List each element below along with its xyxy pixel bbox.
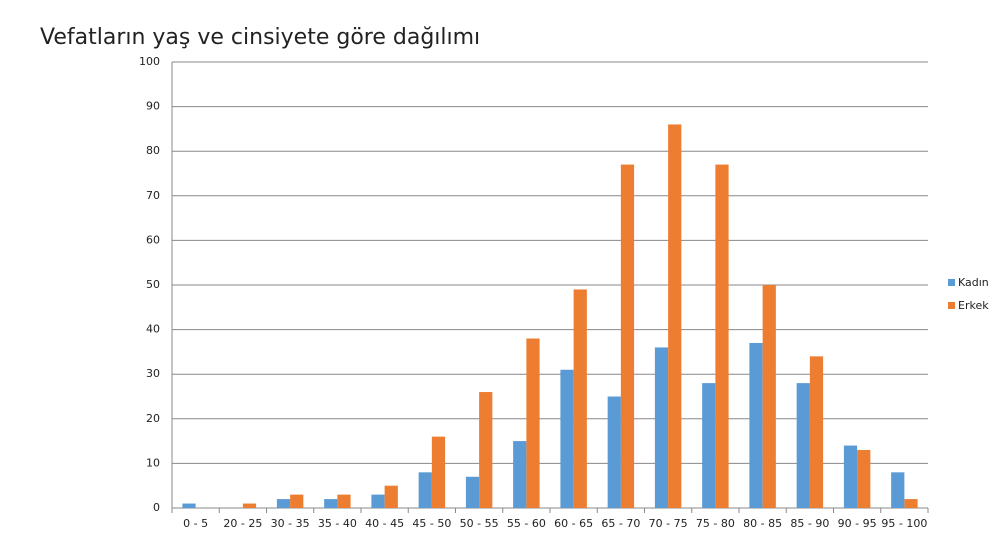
bar: [843, 445, 858, 508]
x-tick-label: 90 - 95: [838, 517, 877, 530]
x-tick-label: 55 - 60: [507, 517, 546, 530]
x-tick-label: 45 - 50: [412, 517, 451, 530]
bar: [337, 494, 351, 508]
x-tick-label: 65 - 70: [601, 517, 640, 530]
bar: [654, 347, 669, 508]
bar: [418, 472, 432, 508]
bar: [465, 476, 480, 508]
x-tick-label: 75 - 80: [696, 517, 735, 530]
y-tick-label: 30: [146, 367, 160, 380]
bar: [762, 285, 776, 508]
x-tick-label: 70 - 75: [649, 517, 688, 530]
y-tick-label: 100: [139, 55, 160, 68]
legend-swatch: [948, 279, 955, 286]
bar: [479, 392, 493, 508]
y-tick-label: 80: [146, 144, 160, 157]
x-tick-label: 85 - 90: [790, 517, 829, 530]
legend-swatch: [948, 302, 955, 309]
bar: [276, 499, 291, 508]
x-tick-label: 50 - 55: [460, 517, 499, 530]
y-tick-label: 40: [146, 323, 160, 336]
bar: [526, 338, 540, 508]
y-tick-label: 0: [153, 501, 160, 514]
legend-label: Kadın: [958, 276, 989, 289]
chart-title: Vefatların yaş ve cinsiyete göre dağılım…: [40, 25, 480, 50]
x-tick-label: 0 - 5: [183, 517, 208, 530]
y-tick-label: 60: [146, 233, 160, 246]
x-tick-label: 35 - 40: [318, 517, 357, 530]
bar: [290, 494, 304, 508]
y-tick-label: 10: [146, 456, 160, 469]
bar: [668, 124, 682, 508]
bar: [513, 441, 527, 508]
x-tick-label: 95 - 100: [881, 517, 927, 530]
bar: [324, 499, 338, 508]
x-tick-label: 30 - 35: [271, 517, 310, 530]
bar: [749, 342, 763, 508]
x-tick-label: 40 - 45: [365, 517, 404, 530]
bar: [242, 503, 257, 508]
x-tick-label: 20 - 25: [223, 517, 262, 530]
bar: [702, 383, 716, 508]
bar: [607, 396, 621, 508]
bar: [891, 472, 905, 508]
x-tick-label: 60 - 65: [554, 517, 593, 530]
bar: [431, 436, 446, 508]
y-tick-label: 20: [146, 412, 160, 425]
y-tick-label: 90: [146, 100, 160, 113]
bar: [560, 369, 574, 508]
y-tick-label: 70: [146, 189, 160, 202]
bar: [809, 356, 824, 508]
bar: [384, 485, 398, 508]
bar: [904, 499, 918, 508]
bar: [715, 164, 729, 508]
bar: [796, 383, 810, 508]
bar: [371, 494, 385, 508]
bar: [857, 450, 871, 508]
x-tick-label: 80 - 85: [743, 517, 782, 530]
legend-label: Erkek: [958, 299, 989, 312]
bar: [573, 289, 587, 508]
bar: [620, 164, 635, 508]
bar: [182, 503, 196, 508]
y-tick-label: 50: [146, 278, 160, 291]
